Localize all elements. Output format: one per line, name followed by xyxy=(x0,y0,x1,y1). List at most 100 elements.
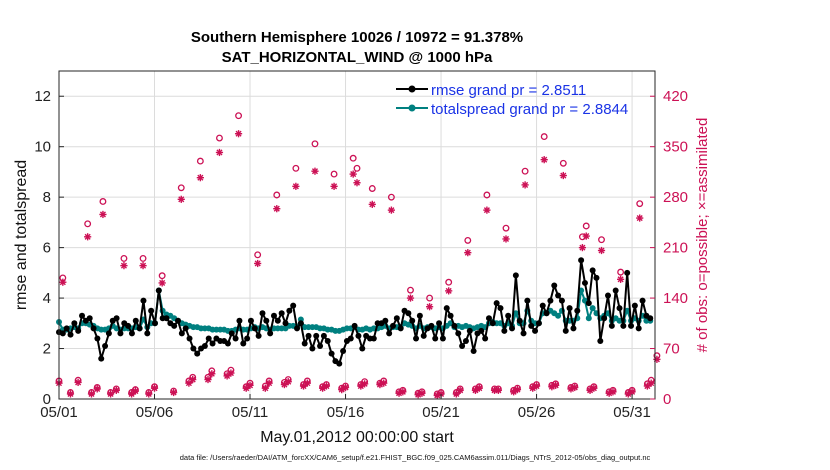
obs-assimilated-marker xyxy=(177,195,185,203)
rmse-point xyxy=(616,305,623,312)
rmse-point xyxy=(171,322,178,329)
rmse-point xyxy=(98,355,105,362)
rmse-point xyxy=(336,360,343,367)
totalspread-point xyxy=(585,315,592,322)
rmse-point xyxy=(585,300,592,307)
obs-assimilated-marker xyxy=(303,379,311,387)
obs-possible-marker xyxy=(84,220,92,228)
obs-assimilated-marker xyxy=(590,384,598,392)
obs-possible-marker xyxy=(216,134,223,142)
obs-assimilated-marker xyxy=(617,275,625,283)
rmse-point xyxy=(635,325,642,332)
obs-assimilated-marker xyxy=(87,390,96,398)
obs-assimilated-marker xyxy=(227,369,235,377)
y-tick-label: 10 xyxy=(34,139,51,156)
y-right-axis-ticks: 0 70 140 210 280 350 420 xyxy=(650,88,688,408)
legend-label-rmse: rmse grand pr = 2.8511 xyxy=(431,82,586,99)
rmse-point xyxy=(555,292,562,299)
obs-possible-marker xyxy=(139,254,147,262)
x-tick-label: 05/06 xyxy=(136,404,174,421)
rmse-point xyxy=(140,297,147,304)
y-tick-label: 4 xyxy=(43,290,51,307)
rmse-point xyxy=(462,337,469,344)
rmse-point xyxy=(132,317,139,324)
rmse-point xyxy=(620,322,627,329)
obs-possible-marker xyxy=(540,133,548,141)
rmse-point xyxy=(347,335,354,342)
rmse-point xyxy=(547,297,554,304)
rmse-point xyxy=(90,325,97,332)
y-right-tick-label: 140 xyxy=(663,290,688,307)
obs-possible-marker xyxy=(464,236,472,244)
obs-assimilated-marker xyxy=(425,303,434,311)
rmse-point xyxy=(305,332,312,339)
obs-assimilated-marker xyxy=(150,384,159,392)
rmse-point xyxy=(282,320,289,327)
rmse-point xyxy=(67,331,74,338)
rmse-point xyxy=(340,348,347,355)
y-tick-label: 6 xyxy=(43,240,51,257)
rmse-point xyxy=(624,269,631,276)
obs-possible-marker xyxy=(617,268,625,276)
obs-possible-marker xyxy=(559,159,567,167)
obs-possible-marker xyxy=(158,272,166,280)
rmse-point xyxy=(578,257,585,264)
obs-possible-marker xyxy=(311,140,319,148)
obs-possible-marker xyxy=(445,278,453,286)
obs-assimilated-marker xyxy=(131,387,140,395)
legend-label-totalspread: totalspread grand pr = 2.8844 xyxy=(431,101,628,118)
rmse-point xyxy=(144,330,151,337)
obs-possible-marker xyxy=(99,198,107,205)
rmse-point xyxy=(190,345,197,352)
obs-assimilated-marker xyxy=(521,181,529,189)
rmse-point xyxy=(244,335,251,342)
rmse-point xyxy=(240,340,247,347)
rmse-point xyxy=(612,287,619,294)
obs-assimilated-marker xyxy=(99,210,107,219)
obs-possible-marker xyxy=(368,185,376,192)
totalspread-point xyxy=(555,312,562,319)
totalspread-point xyxy=(589,305,596,312)
rmse-point xyxy=(328,350,335,357)
rmse-point xyxy=(405,310,412,317)
y-right-tick-label: 350 xyxy=(663,139,688,156)
obs-assimilated-marker xyxy=(559,171,567,180)
rmse-point xyxy=(320,332,327,339)
obs-assimilated-marker xyxy=(445,287,453,295)
rmse-point xyxy=(324,337,331,344)
obs-assimilated-marker xyxy=(322,382,331,390)
rmse-point xyxy=(466,327,473,334)
rmse-point xyxy=(71,320,78,327)
rmse-point xyxy=(59,330,66,337)
y-tick-label: 2 xyxy=(43,341,51,358)
rmse-point xyxy=(459,343,466,350)
obs-assimilated-marker xyxy=(330,182,338,190)
rmse-point xyxy=(102,343,109,350)
obs-possible-marker xyxy=(521,167,529,175)
obs-possible-marker xyxy=(598,236,605,244)
rmse-point xyxy=(413,335,420,342)
rmse-point xyxy=(317,343,324,350)
rmse-point xyxy=(543,310,550,317)
rmse-point xyxy=(608,322,615,329)
rmse-point xyxy=(520,330,527,337)
rmse-point xyxy=(278,310,285,317)
obs-assimilated-marker xyxy=(84,233,92,241)
legend-marker-totalspread xyxy=(408,104,416,112)
rmse-point xyxy=(63,325,70,332)
x-tick-label: 05/16 xyxy=(327,404,365,421)
rmse-point xyxy=(79,312,86,319)
obs-assimilated-marker xyxy=(246,381,254,389)
rmse-point xyxy=(309,345,316,352)
rmse-point xyxy=(566,305,573,312)
rmse-point xyxy=(290,302,297,309)
obs-assimilated-marker xyxy=(353,179,361,187)
chart-title-line1: Southern Hemisphere 10026 / 10972 = 91.3… xyxy=(191,29,523,46)
obs-possible-marker xyxy=(483,191,491,199)
y-right-tick-label: 210 xyxy=(663,240,688,257)
obs-assimilated-marker xyxy=(552,381,560,389)
obs-assimilated-marker xyxy=(597,246,606,255)
x-tick-label: 05/11 xyxy=(232,404,268,421)
rmse-point xyxy=(416,312,423,319)
obs-possible-marker xyxy=(330,170,338,178)
